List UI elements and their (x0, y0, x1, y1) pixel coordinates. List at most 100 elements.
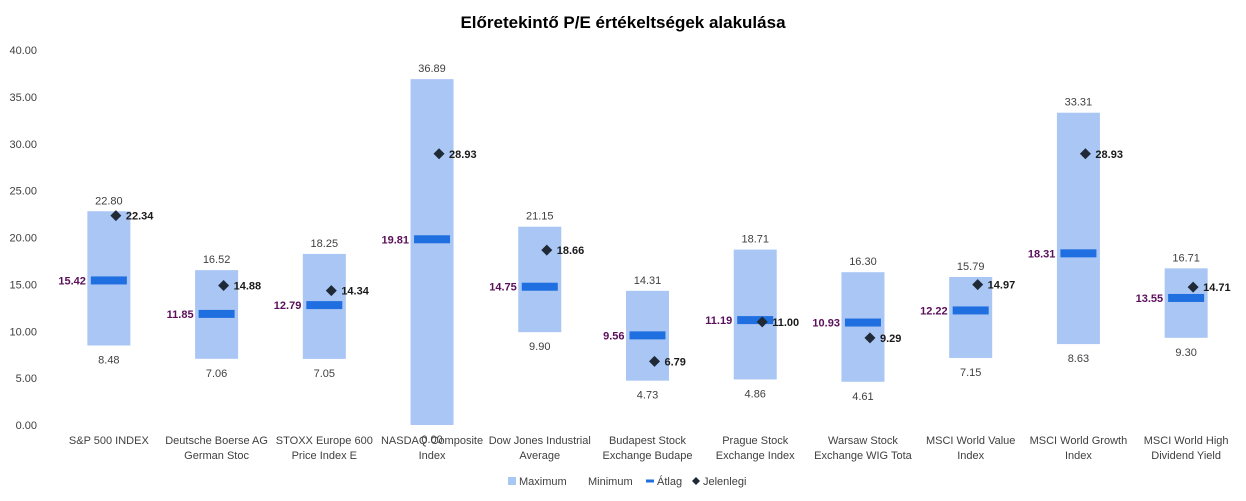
max-label: 18.25 (311, 238, 339, 250)
max-label: 16.30 (849, 256, 877, 268)
y-tick-label: 5.00 (16, 373, 37, 385)
category-group: 21.15 9.90 14.75 18.66 (489, 211, 584, 353)
legend-swatch-current (692, 477, 700, 485)
legend: Maximum Minimum Átlag Jelenlegi (508, 475, 746, 488)
current-marker (1079, 148, 1091, 160)
current-marker (541, 244, 553, 256)
max-label: 33.31 (1065, 97, 1093, 109)
x-tick-label: MSCI World Growth (1030, 435, 1128, 447)
current-label: 9.29 (880, 333, 901, 345)
x-tick-label: Warsaw Stock (828, 435, 898, 447)
average-marker (521, 282, 558, 291)
range-bar (1164, 268, 1208, 338)
min-label: 8.63 (1068, 353, 1089, 365)
x-tick-label: Exchange Index (716, 450, 795, 462)
category-group: 22.80 8.48 15.42 22.34 (58, 195, 154, 366)
category-group: 16.71 9.30 13.55 14.71 (1136, 252, 1231, 358)
current-label: 14.97 (988, 280, 1016, 292)
x-tick-label: Prague Stock (722, 435, 789, 447)
chart-title: Előretekintő P/E értékeltségek alakulása (460, 13, 786, 32)
max-label: 15.79 (957, 261, 985, 273)
max-label: 21.15 (526, 211, 554, 223)
average-marker (90, 276, 127, 285)
average-label: 18.31 (1028, 248, 1056, 260)
average-label: 12.79 (274, 300, 302, 312)
current-marker (972, 279, 984, 291)
range-bars: 22.80 8.48 15.42 22.34 16.52 7.06 11.85 14.88 18… (58, 63, 1230, 446)
x-tick-label: Dow Jones Industrial (489, 435, 591, 447)
current-marker (218, 280, 230, 291)
min-label: 9.30 (1175, 347, 1196, 359)
average-label: 9.56 (603, 330, 624, 342)
max-label: 16.52 (203, 254, 231, 266)
current-label: 28.93 (1095, 149, 1123, 161)
x-tick-label: Average (519, 450, 560, 462)
current-label: 28.93 (449, 149, 477, 161)
x-tick-label: German Stoc (184, 450, 249, 462)
x-tick-label: MSCI World High (1144, 435, 1229, 447)
average-marker (1060, 249, 1097, 258)
current-label: 22.34 (126, 211, 154, 223)
x-tick-label: Index (419, 450, 446, 462)
average-label: 13.55 (1136, 293, 1164, 305)
average-label: 19.81 (382, 234, 410, 246)
category-group: 15.79 7.15 12.22 14.97 (920, 261, 1015, 379)
min-label: 7.06 (206, 368, 227, 380)
legend-label-average: Átlag (657, 475, 682, 488)
average-label: 11.85 (167, 309, 194, 321)
min-label: 8.48 (98, 355, 119, 367)
max-label: 16.71 (1172, 252, 1200, 264)
category-group: 16.52 7.06 11.85 14.88 (167, 254, 261, 380)
average-label: 12.22 (920, 305, 948, 317)
x-tick-label: Index (1065, 450, 1092, 462)
min-label: 7.05 (314, 368, 335, 380)
current-marker (649, 355, 660, 367)
category-group: 18.71 4.86 11.19 11.00 (705, 234, 799, 401)
current-label: 18.66 (557, 245, 585, 257)
y-tick-label: 35.00 (9, 92, 37, 104)
average-marker (1168, 293, 1205, 302)
current-marker (110, 210, 122, 222)
y-tick-label: 25.00 (9, 186, 37, 198)
average-label: 15.42 (58, 275, 86, 287)
max-label: 14.31 (634, 275, 662, 287)
category-group: 18.25 7.05 12.79 14.34 (274, 238, 370, 380)
average-marker (414, 235, 451, 244)
y-tick-label: 20.00 (9, 233, 37, 245)
current-label: 6.79 (665, 356, 686, 368)
max-label: 18.71 (741, 234, 769, 246)
y-tick-label: 30.00 (9, 139, 37, 151)
category-group: 33.31 8.63 18.31 28.93 (1028, 97, 1123, 365)
range-bar (841, 272, 885, 382)
x-tick-label: MSCI World Value (926, 435, 1015, 447)
legend-swatch-maximum (508, 477, 516, 485)
x-tick-label: Dividend Yield (1151, 450, 1221, 462)
x-tick-label: Deutsche Boerse AG (165, 435, 268, 447)
current-label: 14.88 (234, 281, 262, 293)
range-bar (410, 79, 454, 425)
legend-swatch-average (646, 479, 654, 483)
range-bar (1056, 112, 1100, 345)
min-label: 4.86 (745, 388, 766, 400)
category-group: 16.30 4.61 10.93 9.29 (812, 256, 901, 403)
average-label: 10.93 (812, 318, 840, 330)
average-marker (737, 316, 774, 325)
average-marker (952, 306, 989, 315)
y-axis: 0.00 5.00 10.00 15.00 20.00 25.00 30.00 35.00 40… (9, 45, 37, 432)
x-tick-label: Budapest Stock (609, 435, 687, 447)
min-label: 0.00 (421, 434, 442, 446)
range-bar (733, 249, 777, 380)
x-tick-label: S&P 500 INDEX (69, 435, 150, 447)
current-marker (325, 285, 337, 297)
average-marker (844, 318, 881, 327)
max-label: 22.80 (95, 195, 123, 207)
category-group: 14.31 4.73 9.56 6.79 (603, 275, 686, 402)
max-label: 36.89 (418, 63, 446, 75)
category-group: 36.89 0.00 19.81 28.93 (382, 63, 477, 446)
x-tick-label: Exchange Budape (603, 450, 693, 462)
min-label: 4.73 (637, 390, 658, 402)
min-label: 4.61 (852, 391, 873, 403)
min-label: 9.90 (529, 341, 550, 353)
y-tick-label: 0.00 (16, 420, 37, 432)
